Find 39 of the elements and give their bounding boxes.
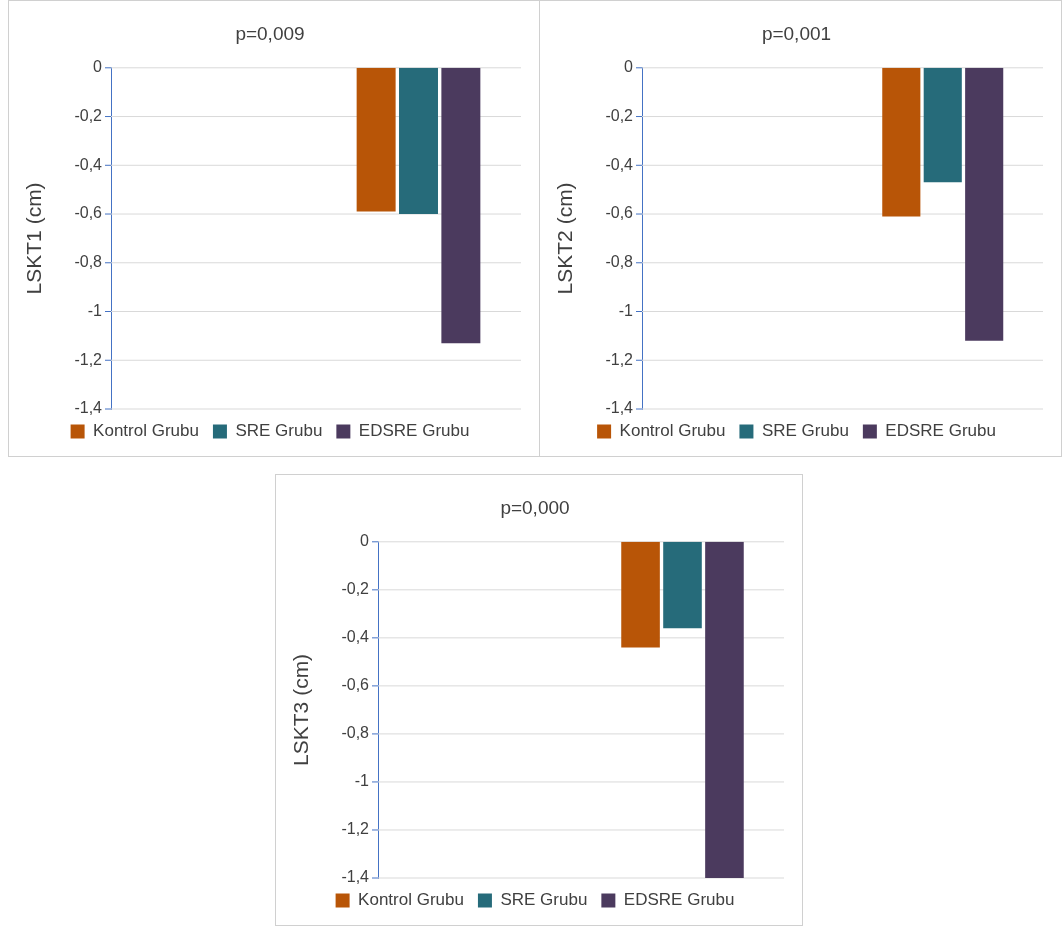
legend-label: SRE Grubu — [761, 421, 849, 441]
chart-title: p=0,000 — [500, 496, 570, 518]
y-tick-label: -1,2 — [341, 820, 370, 838]
y-tick-label: -0,8 — [74, 253, 103, 271]
y-tick-label: -1,4 — [605, 399, 634, 417]
y-tick-label: 0 — [93, 58, 103, 76]
legend-label: EDSRE Grubu — [623, 890, 735, 910]
y-tick-label: -0,6 — [74, 204, 103, 222]
legend-label: EDSRE Grubu — [885, 421, 996, 441]
y-tick-label: -1 — [618, 301, 634, 319]
y-tick-label: -0,4 — [74, 155, 103, 173]
y-axis-title: LSKT2 (cm) — [553, 182, 577, 295]
y-tick-label: -0,8 — [341, 724, 370, 742]
y-axis-title: LSKT3 (cm) — [289, 653, 313, 766]
y-tick-label: -1,2 — [74, 350, 103, 368]
y-tick-label: -0,6 — [605, 204, 634, 222]
y-tick-label: -1,4 — [341, 868, 370, 886]
y-tick-label: -0,4 — [341, 628, 370, 646]
y-tick-label: 0 — [624, 58, 634, 76]
y-tick-label: -1,4 — [74, 399, 103, 417]
y-axis-title: LSKT1 (cm) — [22, 182, 46, 295]
y-tick-label: -1 — [87, 301, 103, 319]
chart-title: p=0,001 — [761, 22, 832, 44]
y-tick-label: 0 — [360, 532, 370, 550]
y-tick-label: -0,2 — [341, 580, 370, 598]
legend-label: EDSRE Grubu — [358, 421, 470, 441]
legend-label: SRE Grubu — [500, 890, 588, 910]
y-tick-label: -0,4 — [605, 155, 634, 173]
y-tick-label: -0,2 — [605, 106, 634, 124]
legend-label: Kontrol Grubu — [358, 890, 464, 910]
y-tick-label: -1 — [354, 772, 370, 790]
y-tick-label: -0,8 — [605, 253, 634, 271]
legend-label: SRE Grubu — [235, 421, 323, 441]
y-tick-label: -1,2 — [605, 350, 634, 368]
y-tick-label: -0,2 — [74, 106, 103, 124]
legend-label: Kontrol Grubu — [619, 421, 726, 441]
chart-title: p=0,009 — [235, 22, 305, 44]
y-tick-label: -0,6 — [341, 676, 370, 694]
legend-label: Kontrol Grubu — [93, 421, 199, 441]
